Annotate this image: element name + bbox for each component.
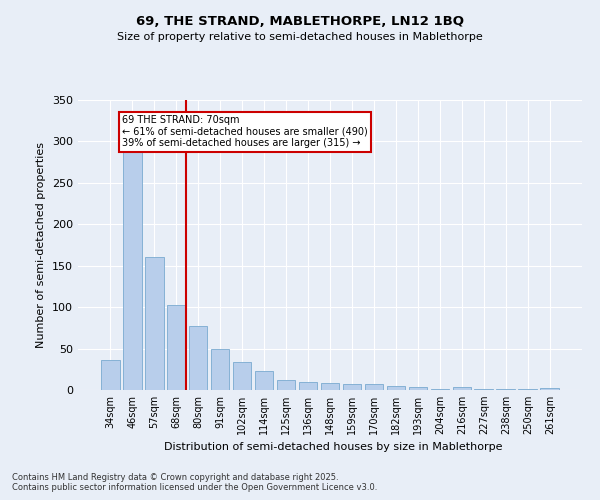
- Bar: [475, 389, 493, 390]
- Bar: [123, 150, 142, 390]
- Text: Contains public sector information licensed under the Open Government Licence v3: Contains public sector information licen…: [12, 484, 377, 492]
- Text: 69, THE STRAND, MABLETHORPE, LN12 1BQ: 69, THE STRAND, MABLETHORPE, LN12 1BQ: [136, 15, 464, 28]
- Y-axis label: Number of semi-detached properties: Number of semi-detached properties: [37, 142, 46, 348]
- Bar: [145, 258, 164, 390]
- Bar: [386, 386, 405, 390]
- Text: Size of property relative to semi-detached houses in Mablethorpe: Size of property relative to semi-detach…: [117, 32, 483, 42]
- Bar: [431, 389, 449, 390]
- Bar: [320, 384, 340, 390]
- Bar: [518, 389, 537, 390]
- Bar: [299, 382, 317, 390]
- Bar: [167, 304, 185, 390]
- Text: 69 THE STRAND: 70sqm
← 61% of semi-detached houses are smaller (490)
39% of semi: 69 THE STRAND: 70sqm ← 61% of semi-detac…: [122, 115, 368, 148]
- Text: Distribution of semi-detached houses by size in Mablethorpe: Distribution of semi-detached houses by …: [164, 442, 502, 452]
- Bar: [189, 326, 208, 390]
- Bar: [409, 386, 427, 390]
- Bar: [452, 386, 471, 390]
- Bar: [496, 389, 515, 390]
- Bar: [343, 384, 361, 390]
- Text: Contains HM Land Registry data © Crown copyright and database right 2025.: Contains HM Land Registry data © Crown c…: [12, 474, 338, 482]
- Bar: [541, 388, 559, 390]
- Bar: [255, 371, 274, 390]
- Bar: [233, 362, 251, 390]
- Bar: [277, 380, 295, 390]
- Bar: [101, 360, 119, 390]
- Bar: [365, 384, 383, 390]
- Bar: [211, 348, 229, 390]
